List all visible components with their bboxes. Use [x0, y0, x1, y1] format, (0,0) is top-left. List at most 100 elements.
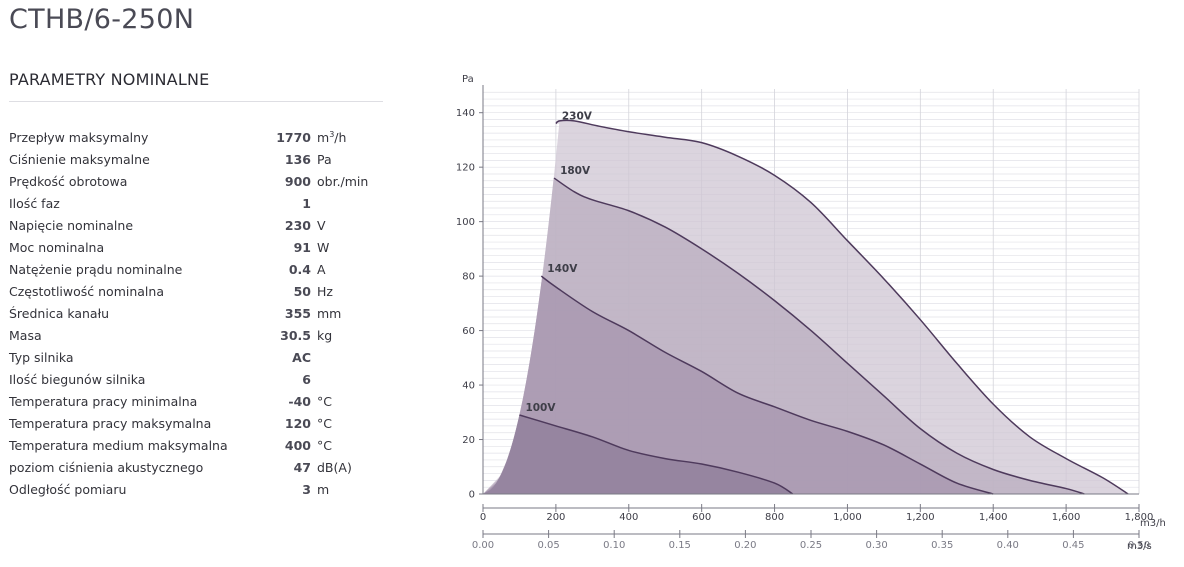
x2-tick-label: 0.25: [800, 540, 822, 551]
param-value: 30.5: [280, 328, 311, 343]
param-unit: m: [317, 482, 330, 497]
series-label: 230V: [562, 111, 593, 123]
param-unit: °C: [317, 416, 332, 431]
y-tick-label: 0: [469, 490, 475, 501]
y-tick-label: 60: [462, 326, 475, 337]
param-value: 1770: [276, 130, 311, 145]
x2-tick-label: 0.20: [734, 540, 756, 551]
curve-140V: [540, 275, 994, 495]
param-label: Temperatura medium maksymalna: [9, 438, 228, 453]
param-row: Odległość pomiaru 3 m: [9, 479, 389, 501]
curve-230V: [555, 119, 1129, 495]
param-unit: kg: [317, 328, 333, 343]
curve-100V: [519, 414, 794, 495]
param-row: Ilość biegunów silnika 6: [9, 369, 389, 391]
area-140V: [483, 276, 994, 494]
param-label: Odległość pomiaru: [9, 482, 127, 497]
param-label: Natężenie prądu nominalne: [9, 262, 183, 277]
x2-tick-label: 0.35: [931, 540, 953, 551]
param-unit: °C: [317, 438, 332, 453]
param-row: Temperatura pracy maksymalna 120 °C: [9, 413, 389, 435]
param-unit: mm: [317, 306, 342, 321]
page-title: CTHB/6-250N: [9, 4, 195, 35]
param-row: Masa 30.5 kg: [9, 325, 389, 347]
param-unit: Pa: [317, 152, 332, 167]
fan-curve-chart: 230V 180V 140V 100V 0 20 40 60 80 100 120 140 Pa 0 200…: [440, 60, 1184, 563]
area-100V: [483, 415, 793, 494]
param-value: -40: [288, 394, 311, 409]
y-tick-label: 120: [456, 163, 475, 174]
param-row: Prędkość obrotowa 900 obr./min: [9, 171, 389, 193]
curve-180V: [553, 177, 1085, 495]
param-row: Ciśnienie maksymalne 136 Pa: [9, 149, 389, 171]
param-unit: °C: [317, 394, 332, 409]
param-label: Średnica kanału: [9, 306, 110, 321]
param-row: poziom ciśnienia akustycznego 47 dB(A): [9, 457, 389, 479]
x2-tick-label: 0.15: [669, 540, 691, 551]
param-label: Temperatura pracy minimalna: [9, 394, 198, 409]
param-row: Napięcie nominalne 230 V: [9, 215, 389, 237]
param-value: 3: [302, 482, 311, 497]
param-label: Przepływ maksymalny: [9, 130, 149, 145]
x-tick-label: 600: [692, 512, 711, 523]
param-value: 47: [293, 460, 311, 475]
param-row: Natężenie prądu nominalne 0.4 A: [9, 259, 389, 281]
y-tick-label: 140: [456, 108, 475, 119]
param-value: 120: [284, 416, 311, 431]
series-label: 100V: [525, 402, 556, 414]
param-unit: Hz: [317, 284, 333, 299]
y-tick-label: 80: [462, 272, 475, 283]
param-label: Napięcie nominalne: [9, 218, 134, 233]
param-value: 91: [293, 240, 311, 255]
param-value: 1: [302, 196, 311, 211]
series-label: 140V: [547, 263, 578, 275]
param-row: Typ silnika AC: [9, 347, 389, 369]
param-label: Ciśnienie maksymalne: [9, 152, 150, 167]
param-label: Temperatura pracy maksymalna: [9, 416, 212, 431]
x-tick-label: 800: [765, 512, 784, 523]
x2-tick-label: 0.30: [865, 540, 887, 551]
param-unit: obr./min: [317, 174, 369, 189]
param-label: Ilość faz: [9, 196, 60, 211]
x2-tick-label: 0.00: [472, 540, 494, 551]
x2-tick-label: 0.10: [603, 540, 625, 551]
param-row: Temperatura pracy minimalna -40 °C: [9, 391, 389, 413]
x-tick-label: 400: [619, 512, 638, 523]
x2-tick-label: 0.45: [1062, 540, 1084, 551]
param-label: Ilość biegunów silnika: [9, 372, 146, 387]
param-value: 136: [284, 152, 311, 167]
param-row: Średnica kanału 355 mm: [9, 303, 389, 325]
x-tick-label: 1,000: [833, 512, 862, 523]
param-unit: dB(A): [317, 460, 352, 475]
param-value: 400: [284, 438, 311, 453]
param-label: Typ silnika: [9, 350, 74, 365]
section-title: PARAMETRY NOMINALNE: [9, 70, 210, 89]
param-row: Częstotliwość nominalna 50 Hz: [9, 281, 389, 303]
param-label: Moc nominalna: [9, 240, 105, 255]
param-value: 0.4: [288, 262, 311, 277]
y-tick-label: 100: [456, 217, 475, 228]
param-row: Moc nominalna 91 W: [9, 237, 389, 259]
param-value: AC: [292, 350, 311, 365]
x2-tick-label: 0.40: [997, 540, 1019, 551]
param-value: 50: [293, 284, 311, 299]
x-tick-label: 200: [546, 512, 565, 523]
chart-svg: 230V 180V 140V 100V 0 20 40 60 80 100 120 140 Pa 0 200…: [456, 74, 1166, 552]
x-axis-label: m3/h: [1140, 518, 1166, 529]
x2-tick-label: 0.50: [1128, 540, 1150, 551]
param-row: Przepływ maksymalny 1770 m3/h: [9, 127, 389, 149]
param-unit: m3/h: [317, 129, 347, 145]
x-tick-label: 1,400: [979, 512, 1008, 523]
x-tick-label: 1,200: [906, 512, 935, 523]
y-axis-label: Pa: [462, 74, 474, 85]
param-unit: V: [317, 218, 326, 233]
param-label: Częstotliwość nominalna: [9, 284, 164, 299]
x-tick-label: 1,800: [1125, 512, 1154, 523]
param-value: 230: [284, 218, 311, 233]
x-tick-label: 0: [480, 512, 486, 523]
param-label: Masa: [9, 328, 42, 343]
section-divider: [9, 101, 383, 102]
x-tick-label: 1,600: [1052, 512, 1081, 523]
params-table: Przepływ maksymalny 1770 m3/h Ciśnienie mak…: [9, 127, 389, 501]
x2-axis-label: m3/s: [1127, 541, 1152, 552]
